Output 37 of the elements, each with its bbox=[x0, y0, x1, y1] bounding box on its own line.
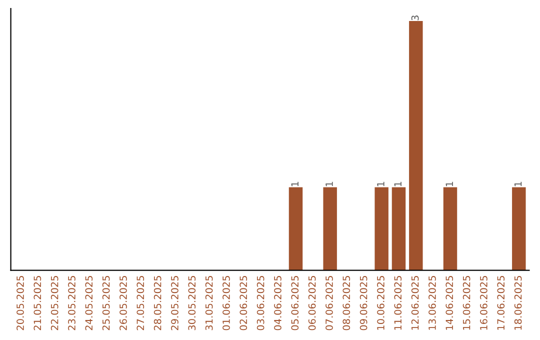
data-label: 1 bbox=[326, 182, 333, 186]
x-tick-label: 04.06.2025 bbox=[274, 276, 282, 330]
x-tick-label: 07.06.2025 bbox=[326, 276, 333, 330]
data-label: 1 bbox=[394, 182, 402, 186]
data-label: 1 bbox=[446, 182, 453, 186]
x-tick-label: 05.06.2025 bbox=[291, 276, 299, 330]
x-tick-label: 24.05.2025 bbox=[85, 276, 93, 330]
data-label: 1 bbox=[291, 182, 298, 186]
x-tick-label: 06.06.2025 bbox=[308, 276, 316, 330]
x-tick-label: 12.06.2025 bbox=[411, 276, 419, 330]
x-tick-label: 29.05.2025 bbox=[171, 276, 178, 330]
x-tick-label: 11.06.2025 bbox=[394, 276, 402, 330]
x-tick-label: 18.06.2025 bbox=[514, 276, 522, 330]
data-label: 1 bbox=[514, 182, 522, 186]
x-tick-label: 26.05.2025 bbox=[120, 276, 127, 330]
x-tick-label: 16.06.2025 bbox=[480, 276, 488, 330]
x-tick-label: 14.06.2025 bbox=[446, 276, 454, 330]
x-tick-label: 20.05.2025 bbox=[16, 276, 24, 330]
x-tick-label: 22.05.2025 bbox=[50, 276, 58, 330]
x-tick-label: 10.06.2025 bbox=[377, 276, 384, 330]
x-tick-label: 30.05.2025 bbox=[188, 276, 196, 330]
x-tick-label: 28.05.2025 bbox=[154, 276, 162, 330]
x-tick-label: 01.06.2025 bbox=[222, 276, 230, 330]
x-tick-label: 27.05.2025 bbox=[136, 276, 144, 330]
x-tick-label: 08.06.2025 bbox=[342, 276, 350, 330]
x-tick-label: 25.05.2025 bbox=[102, 276, 110, 330]
x-tick-label: 31.05.2025 bbox=[205, 276, 213, 330]
data-label: 1 bbox=[377, 182, 384, 186]
x-tick-label: 15.06.2025 bbox=[462, 276, 470, 330]
x-tick-label: 03.06.2025 bbox=[256, 276, 264, 330]
x-tick-label: 23.05.2025 bbox=[68, 276, 76, 330]
x-tick-label: 17.06.2025 bbox=[497, 276, 505, 330]
data-label: 3 bbox=[411, 16, 419, 20]
x-tick-label: 21.05.2025 bbox=[34, 276, 42, 330]
x-tick-label: 09.06.2025 bbox=[360, 276, 368, 330]
x-tick-label: 13.06.2025 bbox=[428, 276, 436, 330]
x-tick-label: 02.06.2025 bbox=[240, 276, 248, 330]
